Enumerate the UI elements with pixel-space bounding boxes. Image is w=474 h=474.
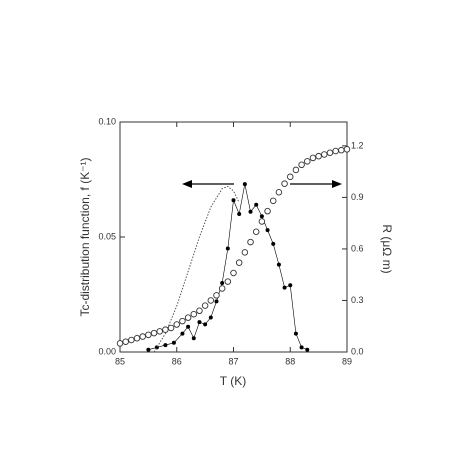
y2-tick-label: 1.2	[351, 140, 364, 150]
series-line	[148, 184, 308, 350]
data-dot	[203, 322, 208, 327]
data-circle	[298, 161, 305, 169]
data-circle	[309, 154, 317, 162]
data-dot	[146, 347, 151, 352]
data-dot	[276, 262, 281, 267]
data-circle	[326, 149, 334, 156]
data-circle	[122, 338, 129, 345]
data-circle	[207, 297, 215, 304]
data-circle	[190, 310, 198, 318]
data-dot	[254, 202, 259, 207]
data-circle	[247, 238, 254, 246]
data-dot	[197, 320, 202, 325]
data-circle	[224, 278, 232, 285]
data-circle	[162, 326, 169, 333]
data-dot	[180, 331, 185, 336]
data-circle	[304, 158, 311, 165]
right-arrow	[290, 180, 342, 188]
left-arrow	[182, 180, 234, 188]
data-dot	[271, 241, 276, 246]
data-circle	[275, 189, 283, 196]
data-circle	[338, 146, 345, 154]
data-circle	[321, 151, 328, 158]
y2-tick-label: 0.0	[351, 346, 364, 356]
data-dot	[282, 285, 287, 290]
y-tick-label: 0.05	[98, 231, 116, 241]
data-circle	[150, 329, 158, 337]
data-circle	[230, 269, 237, 277]
data-circle	[292, 166, 300, 174]
data-circle	[281, 180, 288, 187]
data-circle	[139, 333, 146, 340]
data-circle	[184, 314, 192, 321]
data-circle	[258, 218, 266, 225]
data-dot	[242, 182, 247, 187]
y2-axis-label: R (μΩ m)	[380, 224, 394, 273]
data-circle	[213, 292, 220, 299]
data-circle	[218, 285, 226, 292]
data-circle	[287, 173, 294, 181]
x-tick-label: 85	[115, 356, 125, 366]
x-tick-label: 89	[342, 356, 352, 366]
data-dot	[214, 299, 219, 304]
data-circle	[173, 321, 180, 328]
data-circle	[145, 331, 152, 339]
data-dot	[163, 343, 168, 348]
y-tick-label: 0.00	[98, 346, 116, 356]
data-dot	[305, 347, 310, 352]
data-dot	[186, 324, 191, 329]
series-line	[153, 185, 240, 353]
data-circle	[332, 147, 339, 155]
data-circle	[167, 324, 175, 332]
y-axis-label: Tc-distribution function, f (K⁻¹)	[78, 157, 92, 316]
x-tick-label: 88	[285, 356, 295, 366]
data-dot	[248, 209, 253, 214]
x-tick-label: 86	[172, 356, 182, 366]
data-circle	[343, 146, 351, 153]
x-tick-label: 87	[228, 356, 238, 366]
data-dot	[220, 281, 225, 285]
data-dot	[237, 212, 242, 216]
data-circle	[315, 152, 322, 160]
data-circle	[128, 336, 135, 344]
data-circle	[252, 228, 260, 236]
data-circle	[196, 307, 203, 315]
data-circle	[264, 207, 271, 215]
data-circle	[179, 317, 186, 325]
data-dot	[288, 283, 293, 288]
data-dot	[231, 198, 236, 203]
data-circle	[116, 340, 124, 347]
data-dot	[225, 246, 230, 251]
data-circle	[156, 328, 163, 335]
data-circle	[269, 197, 277, 205]
data-dot	[299, 345, 304, 350]
y2-tick-label: 0.3	[351, 295, 364, 305]
x-axis-label: T (K)	[220, 374, 246, 388]
data-circle	[201, 302, 209, 309]
data-dot	[208, 315, 213, 320]
data-dot	[171, 340, 176, 345]
data-dot	[259, 214, 264, 219]
y-tick-label: 0.10	[98, 116, 116, 126]
data-circle	[241, 249, 249, 256]
data-dot	[293, 331, 298, 336]
data-circle	[133, 335, 141, 342]
data-dot	[191, 336, 196, 341]
y2-tick-label: 0.9	[351, 192, 364, 202]
y2-tick-label: 0.6	[351, 243, 364, 253]
data-circle	[235, 259, 243, 266]
data-dot	[265, 228, 270, 233]
